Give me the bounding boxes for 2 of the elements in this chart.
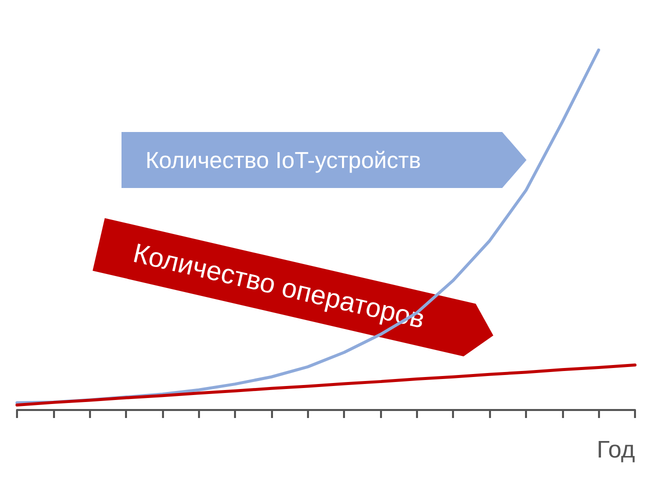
x-axis-title: Год bbox=[596, 436, 635, 464]
text: Количество IoT-устройств bbox=[146, 147, 421, 173]
